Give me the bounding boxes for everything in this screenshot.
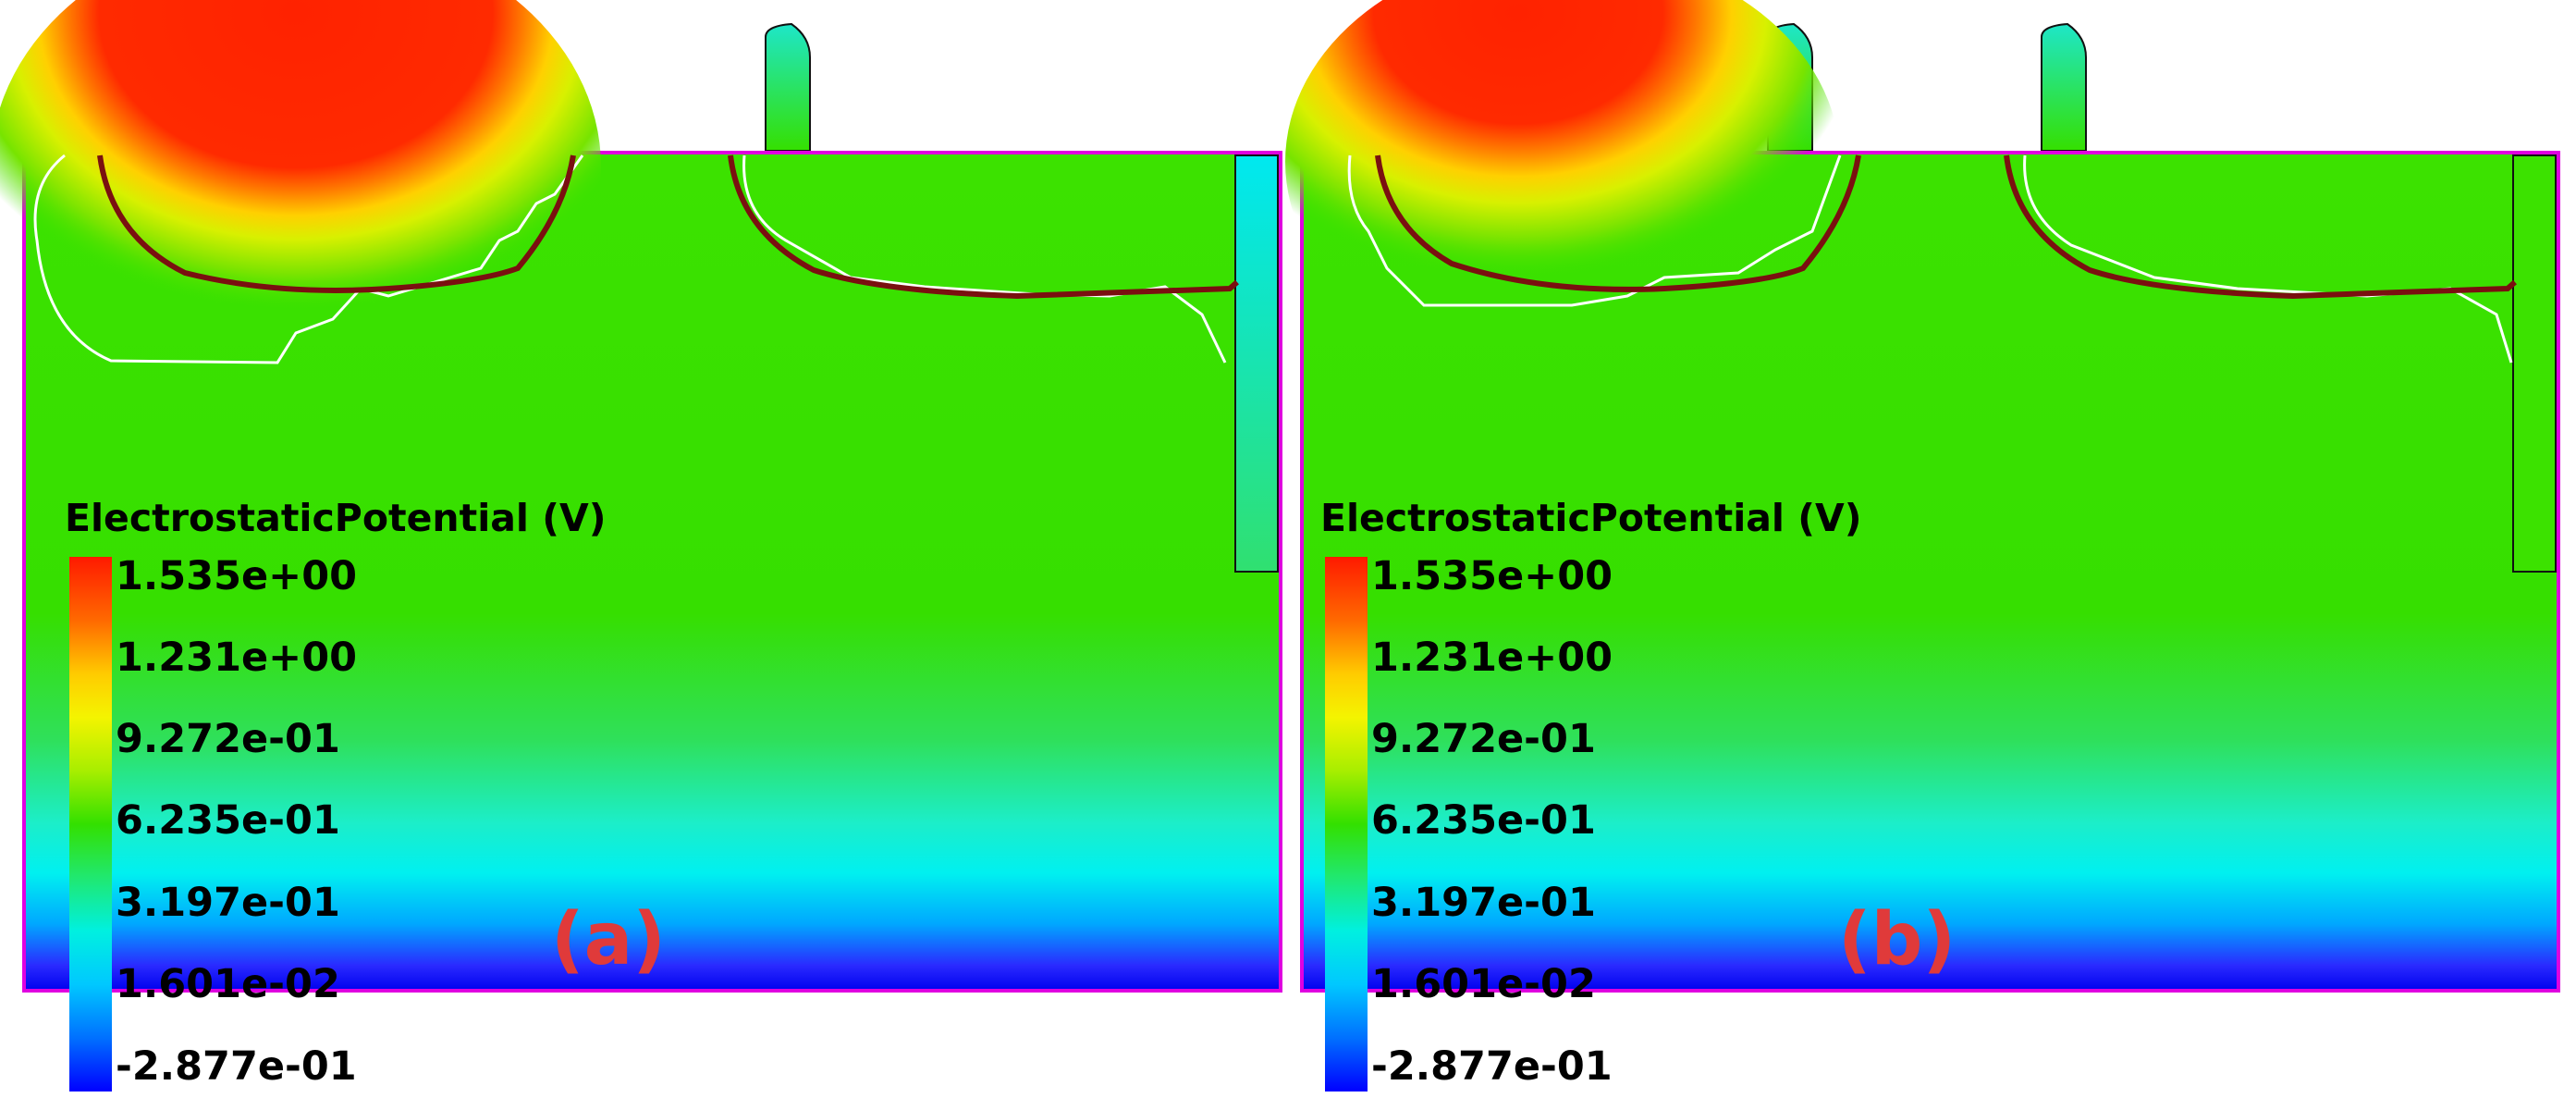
panel-label-a: (a) [551,898,666,981]
tick-a-5: 1.601e-02 [116,961,340,1007]
junction-left [1375,154,1861,292]
right-contact-strip [1234,154,1279,573]
tick-a-4: 3.197e-01 [116,880,340,926]
potential-hot-region [1285,0,1840,375]
junction-right [728,154,1239,300]
right-contact-strip [2512,154,2557,573]
junction-left [97,154,576,293]
tick-a-6: -2.877e-01 [116,1043,357,1090]
tick-b-5: 1.601e-02 [1371,961,1596,1007]
tick-b-1: 1.231e+00 [1371,635,1613,681]
tick-b-4: 3.197e-01 [1371,880,1596,926]
depletion-edge-left [1347,154,1842,307]
tick-b-2: 9.272e-01 [1371,716,1596,762]
tick-a-3: 6.235e-01 [116,797,340,844]
legend-title-b: ElectrostaticPotential (V) [1320,496,1861,540]
panel-label-b: (b) [1838,898,1956,981]
panel-a: ElectrostaticPotential (V) 1.535e+00 1.2… [0,0,1282,1092]
tick-b-6: -2.877e-01 [1371,1043,1613,1090]
colorbar-a [69,557,112,1092]
legend-title-a: ElectrostaticPotential (V) [65,496,606,540]
tick-a-0: 1.535e+00 [116,553,357,599]
colorbar-b [1325,557,1368,1092]
contact-3 [765,22,811,152]
tick-a-1: 1.231e+00 [116,635,357,681]
depletion-edge-left [33,154,584,364]
tick-b-3: 6.235e-01 [1371,797,1596,844]
tick-a-2: 9.272e-01 [116,716,340,762]
junction-right [2004,154,2517,300]
contact-3 [2041,22,2087,152]
panel-b: ElectrostaticPotential (V) 1.535e+00 1.2… [1285,0,2560,1092]
potential-hot-region [0,0,601,407]
tick-b-0: 1.535e+00 [1371,553,1613,599]
